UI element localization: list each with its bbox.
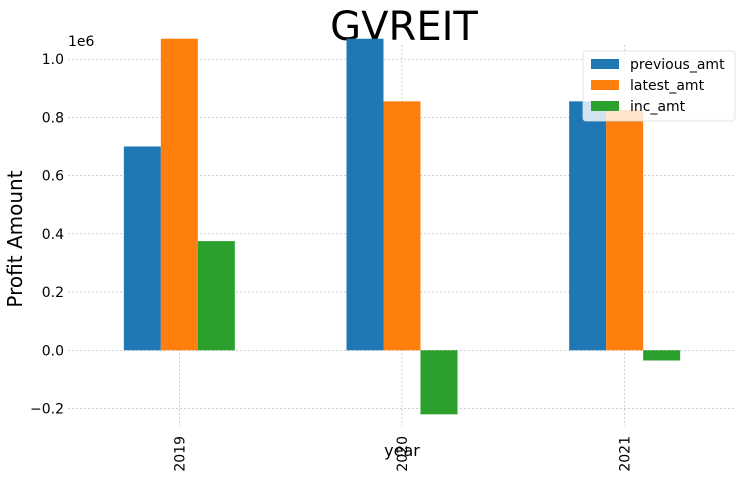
bar-previous_amt-2019 [123,146,161,351]
legend-swatch-inc_amt [591,101,619,111]
legend-box [582,50,736,122]
bar-inc_amt-2020 [420,350,458,415]
legend-label-latest_amt: latest_amt [630,78,705,94]
x-tick-label: 2020 [395,436,411,472]
y-tick-label: 0.0 [42,343,64,359]
bars [123,38,681,415]
x-ticks: 2019 2020 2021 [172,436,633,472]
legend-label-previous_amt: previous_amt [630,57,725,73]
bar-latest_amt-2019 [160,38,198,351]
legend-swatch-latest_amt [591,80,619,90]
y-tick-label: 0.8 [42,110,64,126]
bar-previous_amt-2020 [346,38,384,351]
bar-latest_amt-2021 [606,110,644,351]
x-axis-label: year [384,441,420,460]
x-tick-label: 2019 [172,436,188,472]
bar-inc_amt-2021 [643,350,681,361]
y-tick-label: 0.2 [42,285,64,301]
y-axis-label: Profit Amount [3,170,27,307]
legend-label-inc_amt: inc_amt [630,99,686,115]
legend-swatch-previous_amt [591,59,619,69]
x-tick-label: 2021 [618,436,634,472]
legend: previous_amt latest_amt inc_amt [582,50,736,122]
bar-previous_amt-2021 [569,101,607,351]
y-axis-offset-label: 1e6 [68,34,95,50]
y-tick-label: 0.4 [42,227,64,243]
y-ticks: −0.2 0.0 0.2 0.4 0.6 0.8 1.0 [30,52,64,417]
y-tick-label: −0.2 [30,402,64,418]
y-tick-label: 1.0 [42,52,64,68]
y-tick-label: 0.6 [42,169,64,185]
bar-latest_amt-2020 [383,101,421,351]
bar-inc_amt-2019 [197,241,235,351]
